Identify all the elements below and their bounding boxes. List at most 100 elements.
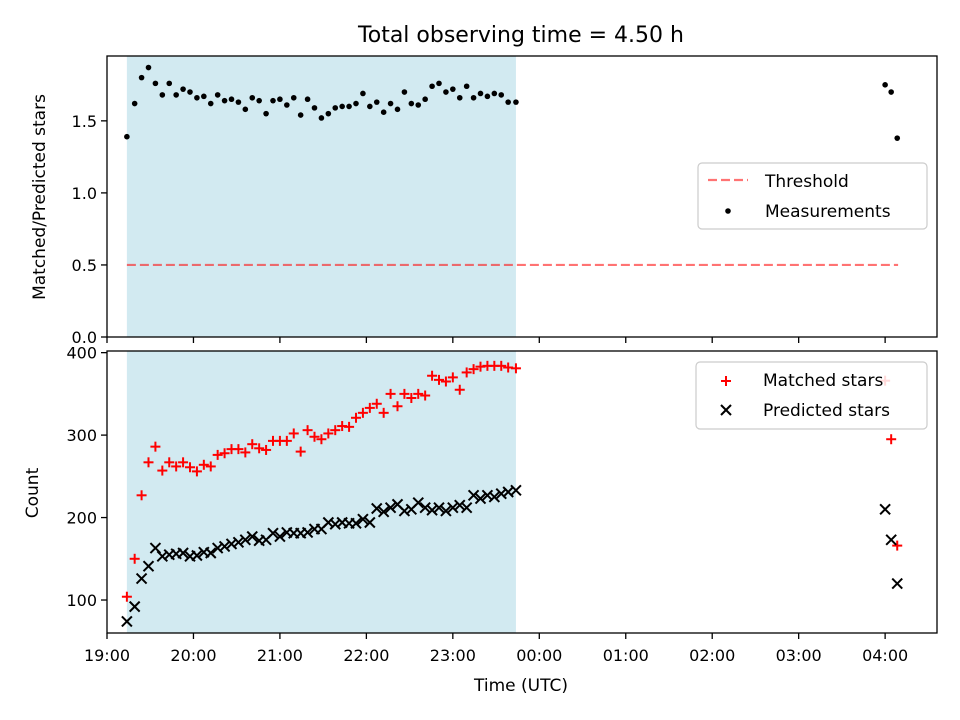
x-stroke [502,486,514,498]
measurement-point [380,109,387,115]
matched-star-point [129,553,140,564]
matched-star-point [191,466,202,477]
predicted-star-point [274,530,286,543]
y-tick-label: 200 [66,509,97,528]
matched-star-point [219,448,230,459]
x-tick-label: 03:00 [776,646,822,665]
predicted-star-point [488,491,501,503]
measurement-point [367,103,373,110]
measurement-point [401,89,408,95]
matched-star-point [136,490,147,501]
matched-star-point [185,462,195,473]
x-tick-label: 02:00 [689,646,735,665]
measurement-point [415,102,422,108]
x-tick-label: 20:00 [170,646,216,665]
measurement-point [131,100,138,107]
matched-star-point [233,444,244,455]
x-tick-label: 01:00 [603,646,649,665]
x-stroke [191,549,203,562]
y-axis-label-count: Count [23,467,43,518]
predicted-star-point [267,527,279,539]
measurement-point [145,64,152,71]
predicted-star-point [460,501,473,514]
observing-window-shade [126,351,516,633]
x-stroke [232,536,245,549]
measurement-point [256,97,262,104]
matched-star-point [364,402,375,413]
matched-star-point [309,431,320,442]
x-stroke [720,404,732,416]
matched-star-point [510,363,521,374]
matched-star-point [434,374,444,385]
matched-star-point [357,407,368,418]
x-stroke [391,498,404,511]
predicted-star-point [205,547,217,559]
matched-star-point [157,465,168,476]
matched-star-point [427,370,438,381]
x-stroke [891,577,903,590]
predicted-star-point [384,501,397,514]
matched-star-point [143,457,154,468]
predicted-star-point [350,517,362,530]
matched-star-point [240,447,251,458]
ratio-panel: 0.0 0.5 1.0 1.5 Threshold Measurements [72,55,938,347]
measurement-point [138,74,145,81]
y-tick-label: 0.0 [72,328,97,347]
measurement-point [159,92,166,98]
matched-star-point [406,393,417,403]
predicted-star-point [218,540,231,553]
matched-star-point [198,459,209,470]
x-tick-label: 22:00 [343,646,389,665]
measurement-point [491,90,498,97]
matched-star-point [281,435,292,446]
measurement-point [353,100,359,107]
legend-measurements-label: Measurements [765,202,891,222]
x-stroke [419,501,431,514]
matched-star-point [378,407,389,418]
predicted-star-point [191,549,203,562]
matched-star-point [205,461,216,472]
measurement-point [290,94,297,101]
matched-star-point [254,443,265,454]
predicted-star-point [447,501,459,514]
matched-star-point [371,398,382,409]
matched-star-point [164,457,175,468]
x-tick-label: 21:00 [257,646,303,665]
legend-box [695,361,928,430]
chart-title: Total observing time = 4.50 h [357,23,684,48]
x-stroke [488,491,501,503]
measurement-point [297,112,304,118]
measurement-point [235,99,242,105]
predicted-star-point [232,536,245,549]
x-stroke [301,526,314,539]
matched-star-point [247,439,258,450]
matched-star-point [385,388,396,399]
matched-star-point [344,421,355,432]
matched-star-point [351,412,361,423]
predicted-star-point [426,504,438,516]
legend-measurements-swatch [725,208,731,214]
measurement-point [360,90,366,97]
legend-box [697,162,928,230]
measurement-point [436,80,442,87]
x-stroke [426,504,438,516]
x-stroke [433,501,445,514]
x-stroke [879,503,891,516]
measurement-point [194,94,200,101]
x-tick-label: 00:00 [516,646,562,665]
predicted-star-point [454,499,466,511]
legend-matched-swatch [721,376,731,386]
matched-star-point [295,446,306,457]
predicted-star-point [433,501,445,514]
predicted-star-point [412,497,424,509]
measurement-point [214,92,221,98]
measurement-point [422,96,428,103]
matched-star-point [288,428,299,439]
measurement-point [277,96,283,103]
legend-predicted-label: Predicted stars [763,401,890,421]
x-stroke [149,542,162,554]
measurement-point [387,100,394,107]
x-stroke [329,518,341,530]
x-stroke [357,513,369,525]
predicted-star-point [128,600,141,613]
